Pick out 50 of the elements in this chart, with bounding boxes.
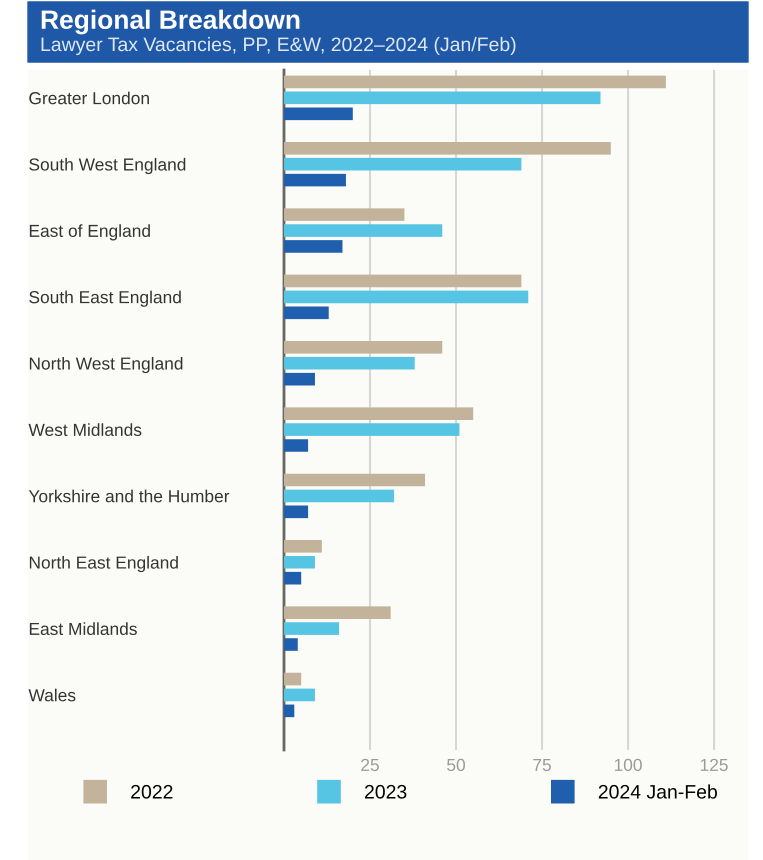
bar: [284, 174, 346, 186]
bar: [284, 92, 601, 104]
chart-title: Regional Breakdown: [42, 10, 300, 34]
bar: [284, 606, 391, 619]
x-tick-label: 50: [447, 758, 465, 772]
x-tick-label: 75: [533, 758, 551, 772]
legend-label: 2024 Jan-Feb: [598, 784, 717, 799]
bar: [284, 556, 315, 569]
y-tick-label: South East England: [29, 290, 181, 307]
x-tick-label: 100: [614, 758, 642, 772]
bar: [284, 76, 666, 88]
bar: [284, 423, 460, 436]
chart-subtitle: Lawyer Tax Vacancies, PP, E&W, 2022–2024 (Jan/Feb): [42, 36, 516, 56]
y-tick-label: East of England: [30, 224, 150, 240]
bar: [284, 622, 340, 635]
legend-label: 2022: [131, 784, 172, 799]
y-tick-label: West Midlands: [28, 423, 142, 436]
x-tick-label: 125: [700, 758, 728, 772]
bar: [284, 142, 611, 155]
y-tick-label: East Midlands: [30, 622, 137, 636]
bar: [284, 341, 442, 354]
bar: [284, 540, 322, 553]
bar: [284, 208, 404, 221]
bar: [284, 158, 522, 171]
bar: [284, 356, 415, 370]
y-tick-label: North East England: [30, 556, 178, 572]
y-tick-label: Yorkshire and the Humber: [28, 490, 230, 502]
bar: [284, 672, 302, 686]
bar: [284, 240, 342, 253]
bar: [284, 372, 315, 386]
bar: [284, 688, 315, 702]
bar: [284, 306, 329, 320]
x-tick-label: 25: [361, 758, 379, 772]
bar: [284, 407, 474, 420]
bar: [284, 439, 308, 452]
legend-label: 2023: [364, 784, 406, 799]
bar: [284, 572, 302, 584]
bar: [284, 107, 353, 120]
y-tick-label: South West England: [29, 158, 186, 174]
y-tick-label: Greater London: [29, 92, 149, 104]
y-tick-label: Wales: [28, 688, 76, 702]
bar: [284, 224, 442, 237]
bar: [284, 290, 528, 304]
bar: [284, 704, 294, 718]
bar: [284, 490, 394, 502]
bar: [284, 506, 308, 518]
bar: [284, 474, 426, 486]
bar: [284, 274, 522, 288]
y-tick-label: North West England: [30, 356, 182, 374]
bar: [284, 638, 298, 651]
